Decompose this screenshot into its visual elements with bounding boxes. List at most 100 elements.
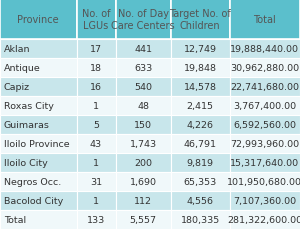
Bar [76,191,116,210]
Bar [230,40,300,59]
Text: 633: 633 [134,64,152,73]
Bar [230,0,300,40]
Bar [171,210,230,229]
Text: 540: 540 [134,83,152,92]
Bar [171,153,230,172]
Bar [230,135,300,153]
Bar [76,135,116,153]
Text: 4,226: 4,226 [187,121,214,130]
Text: Total: Total [4,215,26,224]
Text: Negros Occ.: Negros Occ. [4,177,61,186]
Text: 18: 18 [90,64,102,73]
Text: 72,993,960.00: 72,993,960.00 [230,139,299,148]
Bar [116,135,171,153]
Bar [116,210,171,229]
Bar [0,135,76,153]
Bar [230,210,300,229]
Bar [230,78,300,97]
Text: 19,848: 19,848 [184,64,217,73]
Bar [0,78,76,97]
Text: 5: 5 [93,121,99,130]
Text: 200: 200 [134,158,152,167]
Bar [171,135,230,153]
Bar [76,210,116,229]
Text: 1: 1 [93,196,99,205]
Bar [76,0,116,40]
Text: Guimaras: Guimaras [4,121,50,130]
Text: 133: 133 [87,215,105,224]
Bar [230,153,300,172]
Bar [171,78,230,97]
Text: 48: 48 [137,102,149,111]
Bar [0,97,76,116]
Bar [0,210,76,229]
Bar [171,59,230,78]
Text: 14,578: 14,578 [184,83,217,92]
Text: Province: Province [17,15,59,25]
Bar [171,116,230,135]
Text: 2,415: 2,415 [187,102,214,111]
Text: 17: 17 [90,45,102,54]
Bar [0,191,76,210]
Text: Antique: Antique [4,64,40,73]
Bar [76,172,116,191]
Text: 12,749: 12,749 [184,45,217,54]
Text: 441: 441 [134,45,152,54]
Text: Total: Total [254,15,276,25]
Text: 9,819: 9,819 [187,158,214,167]
Text: 281,322,600.00: 281,322,600.00 [227,215,300,224]
Text: 180,335: 180,335 [181,215,220,224]
Bar [76,153,116,172]
Bar [230,116,300,135]
Text: Iloilo Province: Iloilo Province [4,139,69,148]
Bar [76,97,116,116]
Text: 101,950,680.00: 101,950,680.00 [227,177,300,186]
Bar [171,0,230,40]
Text: 31: 31 [90,177,102,186]
Bar [116,0,171,40]
Text: 1,743: 1,743 [130,139,157,148]
Bar [0,172,76,191]
Text: 15,317,640.00: 15,317,640.00 [230,158,299,167]
Bar [116,59,171,78]
Text: 4,556: 4,556 [187,196,214,205]
Bar [76,59,116,78]
Text: Target No. of
Children: Target No. of Children [169,9,231,31]
Text: 150: 150 [134,121,152,130]
Text: Bacolod City: Bacolod City [4,196,63,205]
Text: 30,962,880.00: 30,962,880.00 [230,64,299,73]
Text: 7,107,360.00: 7,107,360.00 [233,196,296,205]
Bar [116,97,171,116]
Bar [116,116,171,135]
Bar [230,59,300,78]
Bar [76,40,116,59]
Bar [0,116,76,135]
Bar [230,172,300,191]
Bar [116,78,171,97]
Bar [171,191,230,210]
Text: 65,353: 65,353 [184,177,217,186]
Bar [171,97,230,116]
Text: Capiz: Capiz [4,83,30,92]
Text: 112: 112 [134,196,152,205]
Text: Iloilo City: Iloilo City [4,158,47,167]
Text: Aklan: Aklan [4,45,30,54]
Text: 1: 1 [93,102,99,111]
Bar [116,40,171,59]
Bar [0,0,76,40]
Text: 6,592,560.00: 6,592,560.00 [233,121,296,130]
Bar [230,97,300,116]
Text: 46,791: 46,791 [184,139,217,148]
Bar [0,40,76,59]
Text: 19,888,440.00: 19,888,440.00 [230,45,299,54]
Text: No. of
LGUs: No. of LGUs [82,9,110,31]
Bar [116,172,171,191]
Bar [230,191,300,210]
Bar [171,40,230,59]
Text: 43: 43 [90,139,102,148]
Bar [0,59,76,78]
Bar [116,191,171,210]
Text: 5,557: 5,557 [130,215,157,224]
Text: 1,690: 1,690 [130,177,157,186]
Text: 22,741,680.00: 22,741,680.00 [230,83,299,92]
